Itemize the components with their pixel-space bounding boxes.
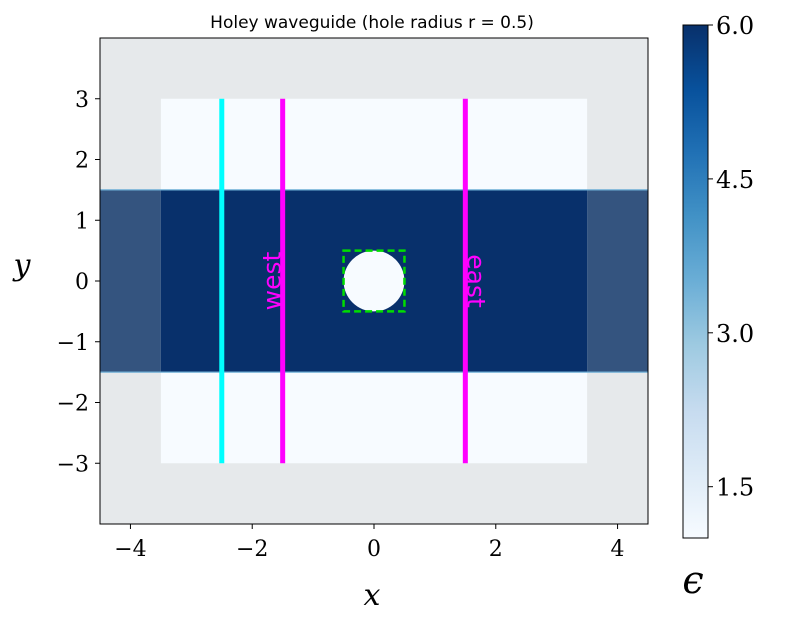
x-tick-label: −4 — [114, 537, 146, 562]
y-tick-label: −1 — [57, 331, 89, 356]
x-tick-label: 0 — [367, 537, 381, 562]
y-tick-label: 0 — [75, 270, 89, 295]
colorbar: 1.5 3.0 4.5 6.0 — [682, 12, 754, 539]
y-tick-label: 3 — [75, 88, 89, 113]
y-axis-label: y — [12, 248, 32, 283]
x-tick-label: −2 — [236, 537, 268, 562]
hole-bounding-box — [342, 249, 406, 313]
x-axis-label: x — [364, 578, 381, 613]
axes: −4 −2 0 2 4 −3 −2 −1 0 1 2 3 — [57, 37, 649, 562]
colorbar-label: ϵ — [682, 558, 703, 602]
y-tick-label: 1 — [75, 209, 89, 234]
monitor-label-west: west — [258, 251, 287, 310]
plot-area — [100, 38, 648, 524]
annotations: west east — [219, 98, 490, 464]
colorbar-tick-label: 1.5 — [716, 474, 754, 502]
y-tick-label: −2 — [57, 392, 89, 417]
x-tick-label: 2 — [489, 537, 503, 562]
colorbar-tick-label: 3.0 — [716, 320, 754, 348]
y-tick-label: −3 — [57, 452, 89, 477]
colorbar-bar — [682, 24, 709, 539]
x-tick-label: 4 — [611, 537, 625, 562]
y-tick-label: 2 — [75, 149, 89, 174]
hole-circle — [343, 250, 405, 312]
colorbar-tick-label: 6.0 — [716, 12, 754, 40]
chart-title: Holey waveguide (hole radius r = 0.5) — [210, 13, 534, 33]
colorbar-tick-label: 4.5 — [716, 166, 754, 194]
monitor-label-east: east — [461, 254, 490, 308]
